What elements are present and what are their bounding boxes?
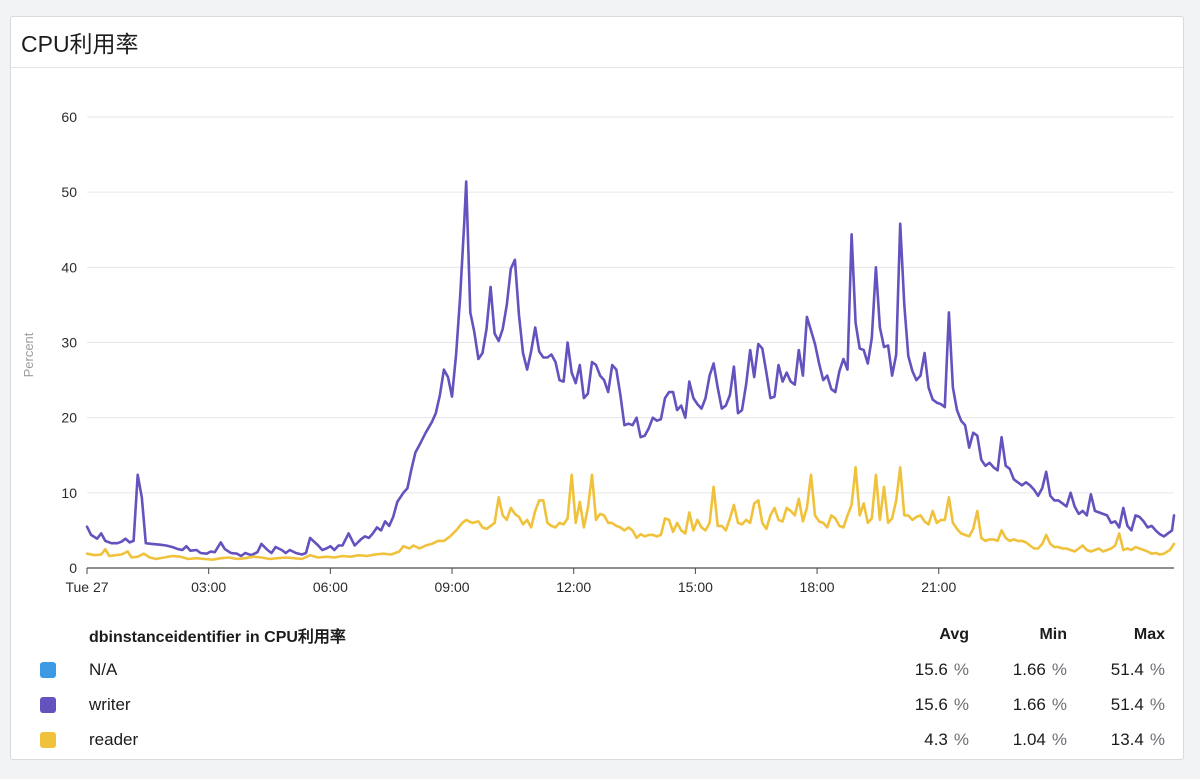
series-min: 1.04%: [1012, 729, 1067, 749]
series-avg: 15.6%: [914, 659, 969, 679]
y-tick-label: 30: [61, 335, 77, 351]
series-max: 51.4%: [1110, 659, 1165, 679]
series-lines: [85, 180, 1176, 561]
x-tick-label: 18:00: [800, 579, 835, 595]
y-axis-title: Percent: [21, 332, 36, 377]
legend-header-avg[interactable]: Avg: [939, 625, 969, 643]
x-tick-label: 12:00: [556, 579, 591, 595]
legend-header-row: dbinstanceidentifier in CPU利用率 Avg Min M…: [11, 617, 1183, 652]
chart-panel: CPU利用率 0 10 20 30 40 50 60 Tue 27 03:00 06:00 09:0…: [10, 16, 1184, 760]
series-min: 1.66%: [1012, 659, 1067, 679]
x-tick-label: 21:00: [921, 579, 956, 595]
x-tick-label: 03:00: [191, 579, 226, 595]
legend-row[interactable]: N/A 15.6% 1.66% 51.4%: [11, 652, 1183, 687]
series-line-reader[interactable]: [85, 466, 1176, 561]
series-avg: 4.3%: [924, 729, 969, 749]
y-tick-label: 20: [61, 410, 77, 426]
y-tick-label: 40: [61, 259, 77, 275]
cpu-line-chart[interactable]: 0 10 20 30 40 50 60 Tue 27 03:00 06:00 09:00 12:00 1…: [11, 17, 1185, 617]
legend-table: dbinstanceidentifier in CPU利用率 Avg Min M…: [11, 617, 1183, 757]
legend-row[interactable]: reader 4.3% 1.04% 13.4%: [11, 722, 1183, 757]
grid-lines: [87, 116, 1174, 569]
series-color-swatch: [40, 731, 56, 748]
legend-header-name: dbinstanceidentifier in CPU利用率: [89, 628, 346, 646]
series-avg: 15.6%: [914, 694, 969, 714]
panel-title: CPU利用率: [21, 31, 139, 57]
axes: 0 10 20 30 40 50 60 Tue 27 03:00 06:00 09:00 12:00 1…: [61, 109, 956, 595]
series-min: 1.66%: [1012, 694, 1067, 714]
series-name: N/A: [89, 659, 118, 679]
y-tick-label: 50: [61, 184, 77, 200]
panel-header: CPU利用率: [11, 17, 1183, 68]
y-tick-label: 0: [69, 560, 77, 576]
series-color-swatch: [40, 696, 56, 713]
legend-row[interactable]: writer 15.6% 1.66% 51.4%: [11, 687, 1183, 722]
series-name: reader: [89, 729, 139, 749]
x-tick-label: Tue 27: [65, 579, 108, 595]
series-name: writer: [89, 694, 131, 714]
series-max: 51.4%: [1110, 694, 1165, 714]
series-color-swatch: [40, 661, 56, 678]
x-tick-label: 15:00: [678, 579, 713, 595]
series-max: 13.4%: [1110, 729, 1165, 749]
y-tick-label: 10: [61, 485, 77, 501]
y-tick-label: 60: [61, 109, 77, 125]
x-tick-label: 09:00: [435, 579, 470, 595]
legend-header-max[interactable]: Max: [1133, 625, 1165, 643]
legend-header-min[interactable]: Min: [1039, 625, 1067, 643]
series-line-writer[interactable]: [85, 180, 1176, 558]
x-tick-label: 06:00: [313, 579, 348, 595]
